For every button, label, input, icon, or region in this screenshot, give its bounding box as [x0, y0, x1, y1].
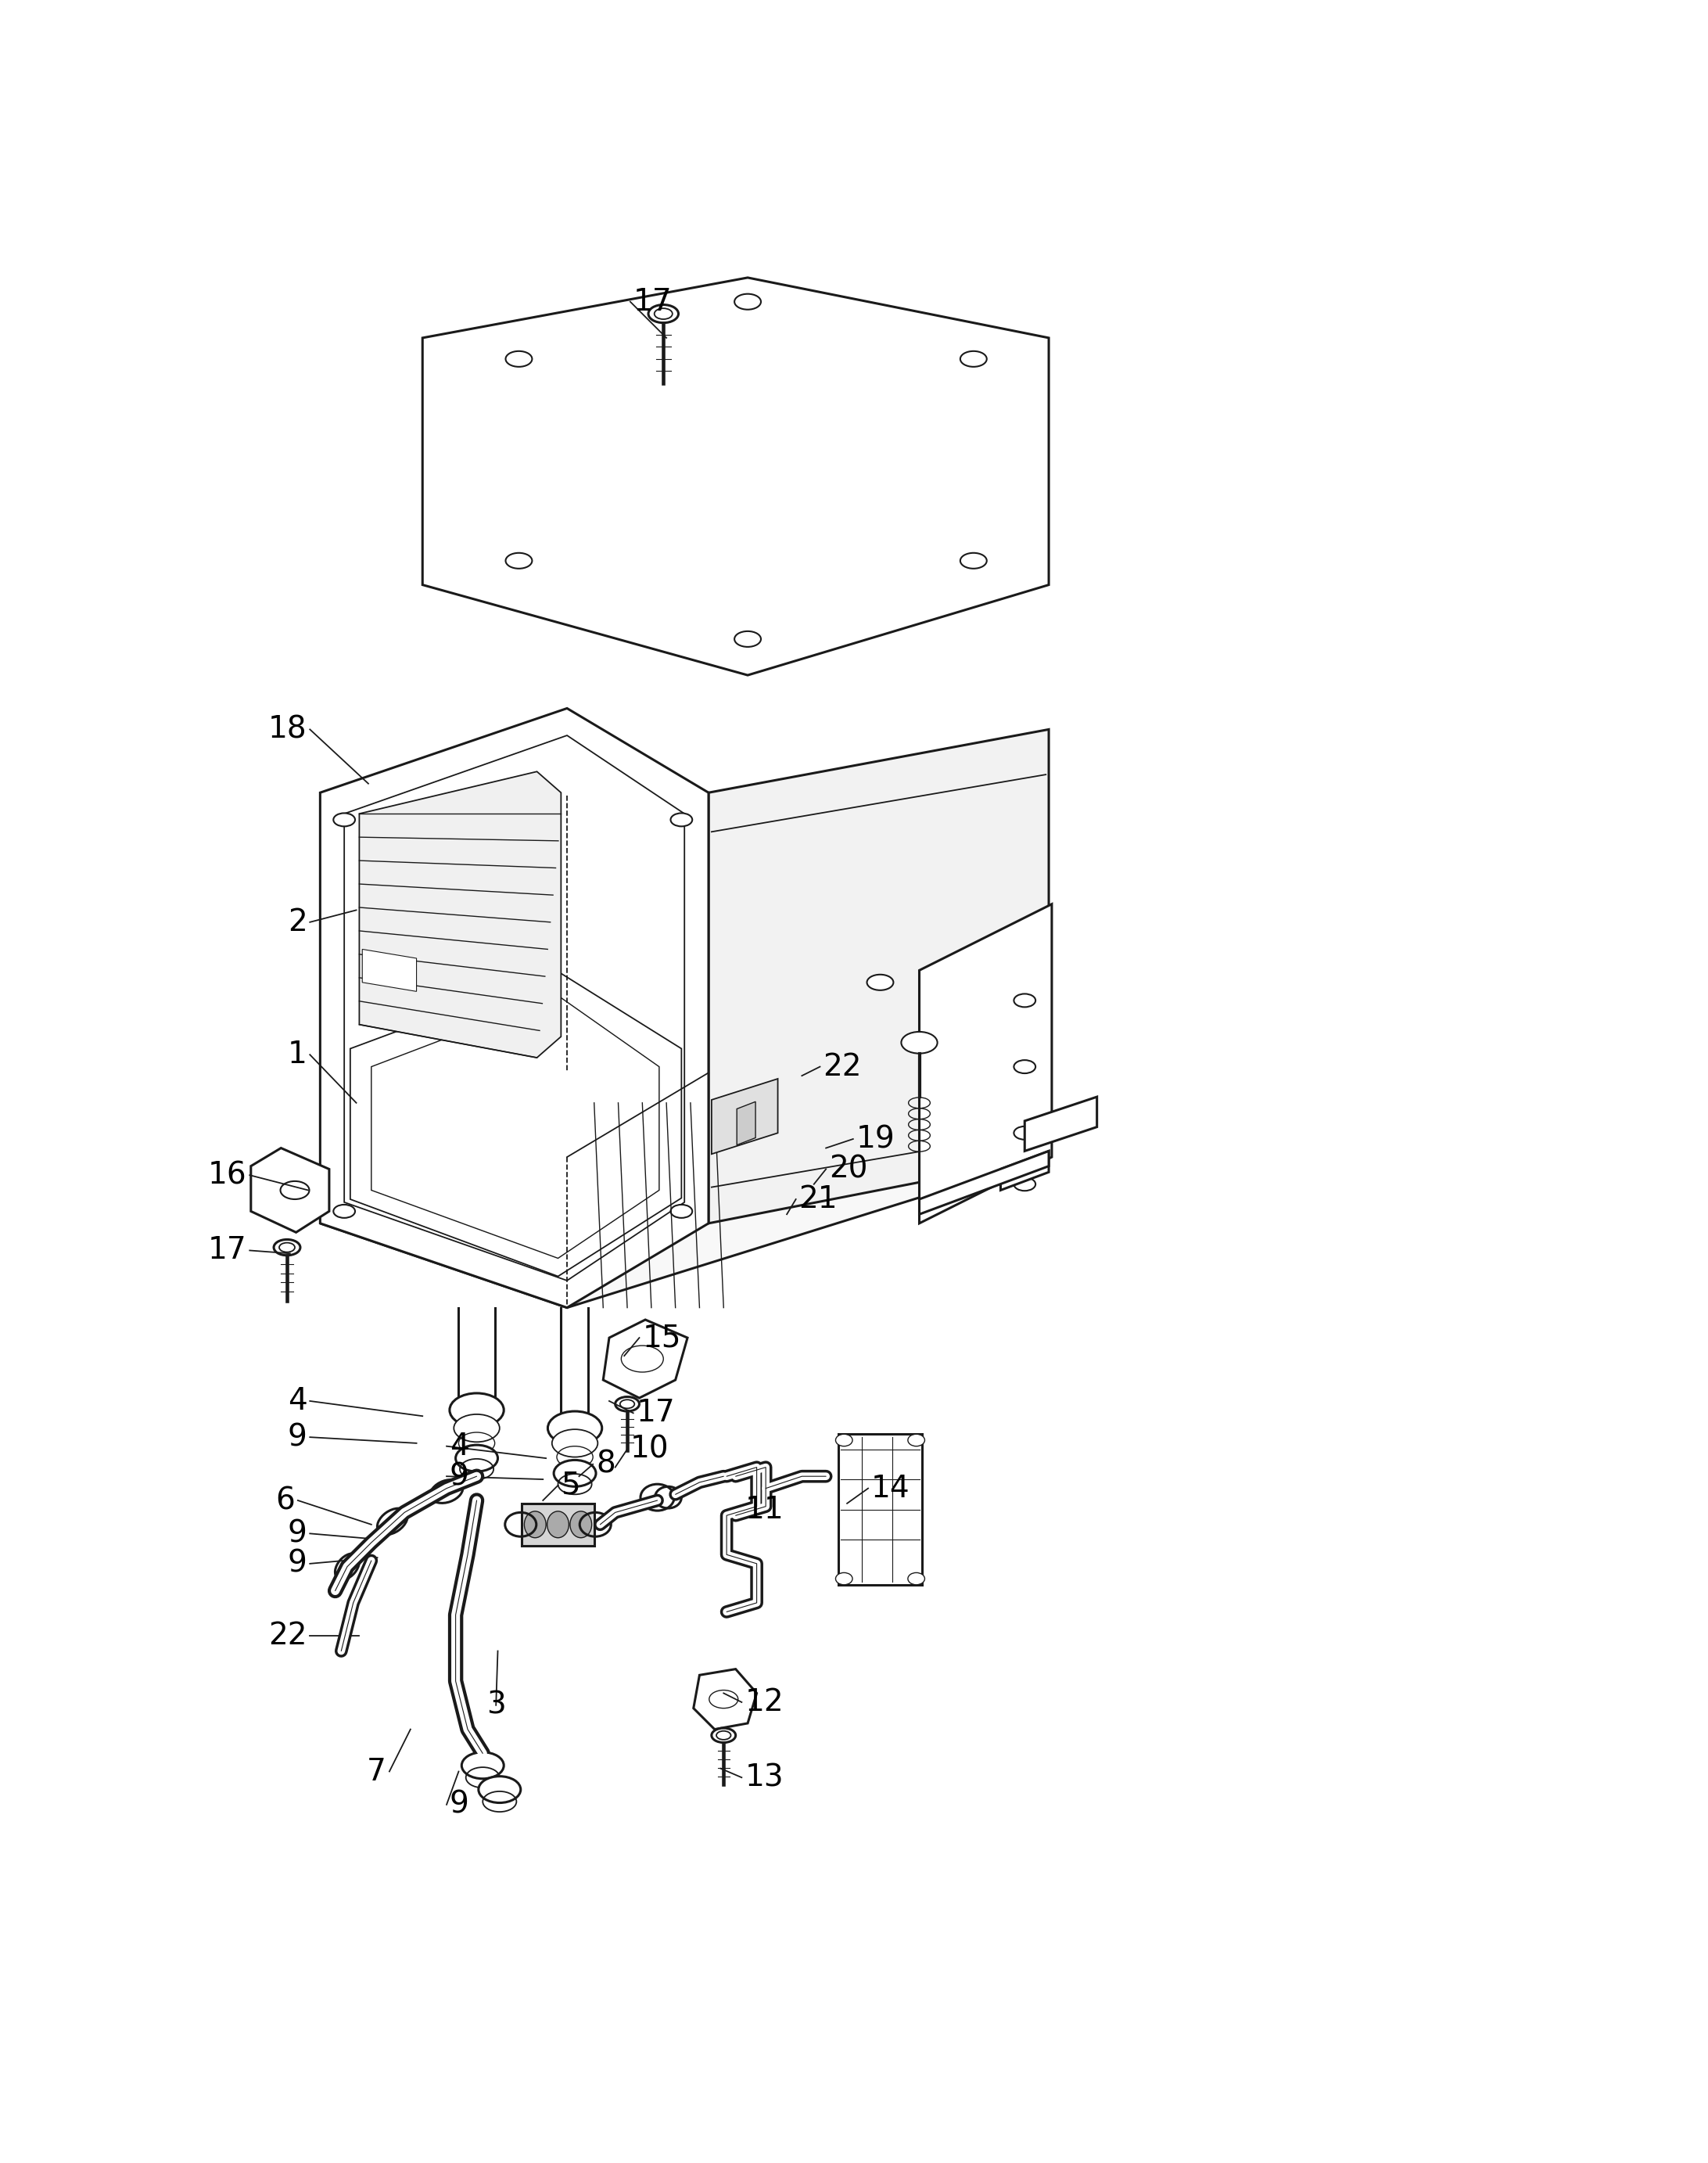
Text: 18: 18: [268, 714, 307, 744]
Text: 17: 17: [208, 1235, 246, 1265]
Text: 9: 9: [287, 1549, 307, 1579]
Text: 9: 9: [287, 1423, 307, 1451]
Text: 16: 16: [208, 1159, 246, 1190]
Ellipse shape: [909, 1573, 924, 1585]
Ellipse shape: [454, 1415, 499, 1443]
Polygon shape: [359, 772, 560, 1058]
Ellipse shape: [671, 813, 692, 826]
Ellipse shape: [506, 350, 533, 368]
Ellipse shape: [280, 1181, 309, 1198]
Ellipse shape: [333, 1205, 355, 1218]
Ellipse shape: [461, 1752, 504, 1778]
Polygon shape: [919, 1151, 1049, 1213]
Ellipse shape: [671, 1205, 692, 1218]
Ellipse shape: [909, 1434, 924, 1447]
Ellipse shape: [1015, 993, 1035, 1008]
Polygon shape: [319, 707, 709, 1309]
Text: 4: 4: [287, 1386, 307, 1417]
Text: 3: 3: [487, 1689, 506, 1720]
Ellipse shape: [456, 1445, 497, 1471]
Ellipse shape: [960, 350, 987, 368]
Text: 15: 15: [642, 1324, 681, 1352]
Text: 14: 14: [871, 1473, 910, 1503]
Polygon shape: [736, 1101, 755, 1144]
Polygon shape: [523, 1503, 594, 1547]
Text: 22: 22: [268, 1620, 307, 1650]
Text: 9: 9: [449, 1462, 470, 1490]
Text: 9: 9: [287, 1518, 307, 1549]
Ellipse shape: [553, 1460, 596, 1486]
Ellipse shape: [835, 1573, 852, 1585]
Text: 12: 12: [745, 1687, 784, 1717]
Ellipse shape: [835, 1434, 852, 1447]
Ellipse shape: [333, 813, 355, 826]
Ellipse shape: [960, 554, 987, 569]
Text: 9: 9: [449, 1789, 470, 1819]
Ellipse shape: [649, 305, 678, 322]
Ellipse shape: [570, 1512, 591, 1538]
Ellipse shape: [868, 976, 893, 991]
Ellipse shape: [712, 1728, 736, 1743]
Polygon shape: [319, 1073, 1049, 1309]
Text: 13: 13: [745, 1763, 784, 1793]
Polygon shape: [1025, 1097, 1097, 1151]
Polygon shape: [251, 1149, 330, 1233]
Ellipse shape: [902, 1032, 938, 1053]
Text: 5: 5: [560, 1471, 581, 1501]
Ellipse shape: [449, 1393, 504, 1428]
Text: 7: 7: [367, 1756, 386, 1787]
Ellipse shape: [524, 1512, 547, 1538]
Text: 11: 11: [745, 1495, 784, 1525]
Ellipse shape: [478, 1776, 521, 1802]
Text: 8: 8: [596, 1449, 615, 1479]
Ellipse shape: [506, 554, 533, 569]
Text: 10: 10: [630, 1434, 670, 1464]
Text: 19: 19: [856, 1125, 895, 1153]
Ellipse shape: [1015, 1060, 1035, 1073]
Ellipse shape: [552, 1430, 598, 1458]
Ellipse shape: [1015, 1127, 1035, 1140]
Text: 6: 6: [275, 1486, 295, 1516]
Text: 20: 20: [828, 1155, 868, 1183]
Polygon shape: [362, 950, 417, 991]
Polygon shape: [1001, 1151, 1049, 1190]
Text: 2: 2: [287, 906, 307, 937]
Text: 22: 22: [823, 1051, 861, 1082]
Polygon shape: [709, 729, 1049, 1224]
Polygon shape: [422, 277, 1049, 675]
Text: 1: 1: [287, 1040, 307, 1069]
Ellipse shape: [615, 1397, 639, 1410]
Text: 21: 21: [799, 1185, 837, 1213]
Polygon shape: [350, 971, 681, 1276]
Text: 17: 17: [637, 1397, 675, 1428]
Polygon shape: [839, 1434, 922, 1585]
Ellipse shape: [734, 294, 762, 309]
Polygon shape: [693, 1670, 757, 1728]
Text: 17: 17: [634, 288, 673, 316]
Text: 4: 4: [449, 1432, 470, 1460]
Ellipse shape: [1015, 1177, 1035, 1192]
Ellipse shape: [734, 632, 762, 647]
Ellipse shape: [273, 1239, 301, 1255]
Ellipse shape: [548, 1410, 601, 1445]
Polygon shape: [712, 1079, 777, 1155]
Ellipse shape: [547, 1512, 569, 1538]
Polygon shape: [603, 1319, 687, 1397]
Polygon shape: [919, 904, 1052, 1224]
